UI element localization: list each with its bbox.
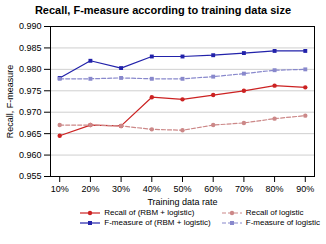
svg-text:90%: 90%	[296, 184, 314, 194]
html-text:F-measure of (RBM + logistic): F-measure of (RBM + logistic)	[104, 218, 211, 227]
svg-text:Training data rate: Training data rate	[147, 197, 217, 207]
svg-text:Recall, F-measure: Recall, F-measure	[5, 65, 15, 139]
svg-text:70%: 70%	[235, 184, 253, 194]
svg-text:30%: 30%	[112, 184, 130, 194]
svg-text:10%: 10%	[51, 184, 69, 194]
svg-text:0.970: 0.970	[19, 107, 42, 117]
svg-text:0.980: 0.980	[19, 64, 42, 74]
svg-text:0.985: 0.985	[19, 43, 42, 53]
svg-text:60%: 60%	[204, 184, 222, 194]
html-text:F-measure of logistic: F-measure of logistic	[245, 218, 320, 227]
svg-text:80%: 80%	[266, 184, 284, 194]
svg-text:50%: 50%	[173, 184, 191, 194]
html-text:Recall of logistic: Recall of logistic	[245, 208, 304, 217]
svg-text:20%: 20%	[81, 184, 99, 194]
html-text:Recall, F-measure according to: Recall, F-measure according to training …	[34, 4, 292, 16]
svg-text:0.955: 0.955	[19, 171, 42, 181]
svg-text:0.960: 0.960	[19, 150, 42, 160]
svg-text:0.975: 0.975	[19, 86, 42, 96]
svg-text:40%: 40%	[143, 184, 161, 194]
svg-text:0.990: 0.990	[19, 21, 42, 31]
html-text:Recall of (RBM + logistic): Recall of (RBM + logistic)	[104, 208, 195, 217]
svg-text:0.965: 0.965	[19, 129, 42, 139]
